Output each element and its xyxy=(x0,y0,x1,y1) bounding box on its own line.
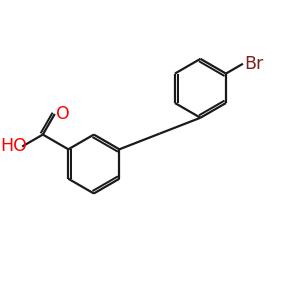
Text: HO: HO xyxy=(0,137,27,155)
Text: O: O xyxy=(56,105,70,123)
Text: Br: Br xyxy=(244,55,263,73)
